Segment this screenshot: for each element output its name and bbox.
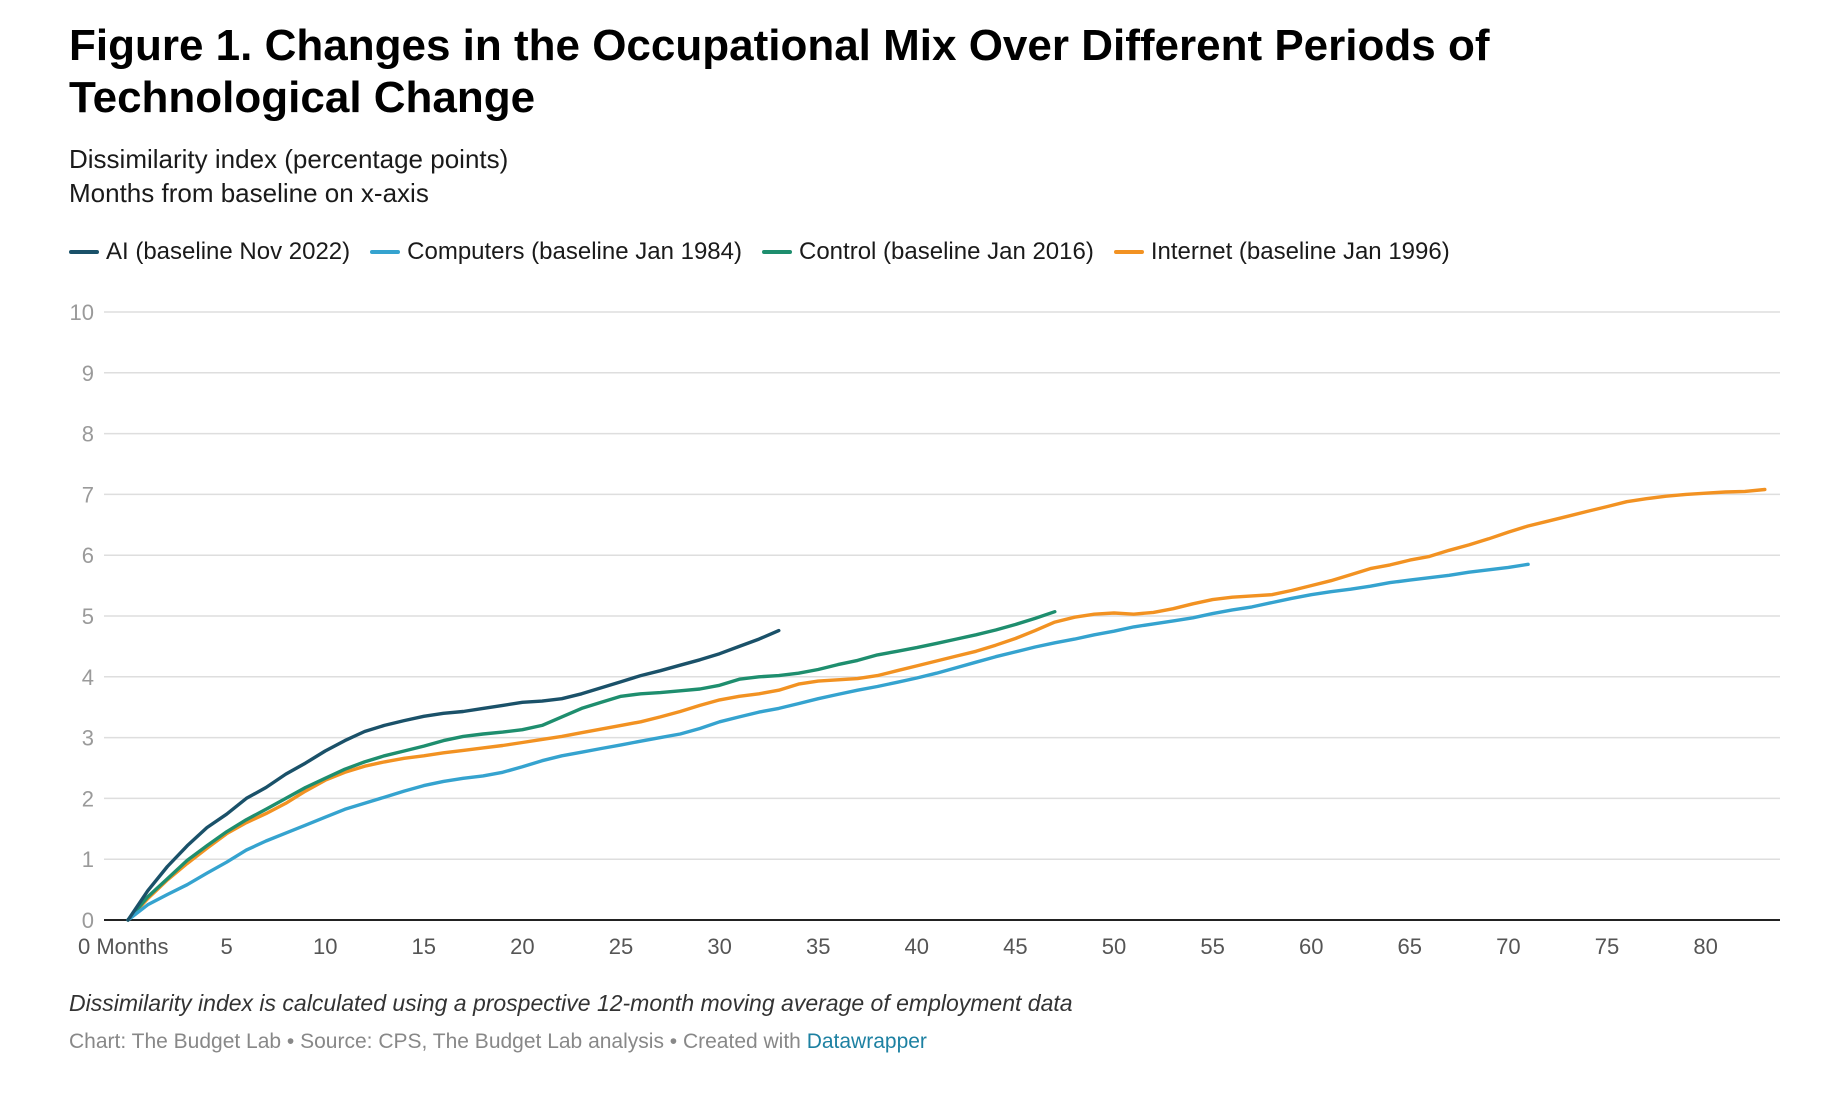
footer-credits: Chart: The Budget Lab • Source: CPS, The… — [69, 1030, 801, 1053]
x-tick-label: 80 — [1693, 934, 1717, 959]
x-tick-label: 20 — [510, 934, 534, 959]
x-tick-label: 45 — [1003, 934, 1027, 959]
x-tick-label: 10 — [313, 934, 337, 959]
chart-legend: AI (baseline Nov 2022) Computers (baselin… — [69, 236, 1470, 268]
legend-item-3: Internet (baseline Jan 1996) — [1113, 238, 1450, 266]
y-tick-label: 10 — [70, 300, 94, 325]
series-line-2 — [126, 610, 1057, 922]
legend-label-0: AI (baseline Nov 2022) — [106, 238, 351, 265]
x-tick-label: 55 — [1200, 934, 1224, 959]
legend-swatch-2 — [762, 250, 792, 254]
x-tick-label: 0 Months — [78, 934, 169, 959]
legend-label-1: Computers (baseline Jan 1984) — [407, 238, 742, 265]
x-tick-label: 40 — [905, 934, 929, 959]
y-tick-label: 6 — [82, 543, 94, 568]
datawrapper-link[interactable]: Datawrapper — [806, 1030, 927, 1053]
chart-subtitle-line-2: Months from baseline on x-axis — [69, 178, 429, 208]
y-tick-label: 7 — [82, 482, 94, 507]
series-line-0 — [126, 628, 781, 922]
y-tick-label: 3 — [82, 726, 94, 751]
y-tick-label: 5 — [82, 604, 94, 629]
legend-item-2: Control (baseline Jan 2016) — [762, 238, 1094, 266]
y-tick-label: 2 — [82, 786, 94, 811]
y-tick-label: 9 — [82, 361, 94, 386]
legend-swatch-0 — [69, 250, 99, 254]
x-tick-label: 25 — [609, 934, 633, 959]
x-tick-label: 5 — [220, 934, 232, 959]
legend-swatch-3 — [1113, 250, 1144, 254]
y-tick-label: 0 — [82, 908, 94, 933]
y-tick-label: 1 — [82, 847, 94, 872]
x-tick-label: 60 — [1299, 934, 1323, 959]
x-tick-label: 35 — [806, 934, 830, 959]
chart-note: Dissimilarity index is calculated using … — [69, 990, 1073, 1016]
series-line-1 — [126, 562, 1530, 922]
x-tick-label: 70 — [1496, 934, 1520, 959]
x-tick-label: 75 — [1595, 934, 1619, 959]
chart-title: Figure 1. Changes in the Occupational Mi… — [69, 21, 1490, 122]
x-tick-label: 65 — [1398, 934, 1422, 959]
x-tick-label: 15 — [412, 934, 436, 959]
legend-swatch-1 — [370, 250, 401, 254]
x-tick-label: 30 — [707, 934, 731, 959]
x-tick-label: 50 — [1102, 934, 1126, 959]
legend-item-1: Computers (baseline Jan 1984) — [370, 238, 742, 266]
legend-item-0: AI (baseline Nov 2022) — [69, 238, 350, 266]
y-tick-label: 8 — [82, 422, 94, 447]
series-line-3 — [126, 487, 1767, 922]
legend-label-2: Control (baseline Jan 2016) — [799, 238, 1094, 265]
legend-label-3: Internet (baseline Jan 1996) — [1150, 238, 1450, 265]
y-tick-label: 4 — [82, 665, 94, 690]
chart-footer: Chart: The Budget Lab • Source: CPS, The… — [69, 1030, 927, 1054]
chart-subtitle-line-1: Dissimilarity index (percentage points) — [69, 144, 509, 174]
